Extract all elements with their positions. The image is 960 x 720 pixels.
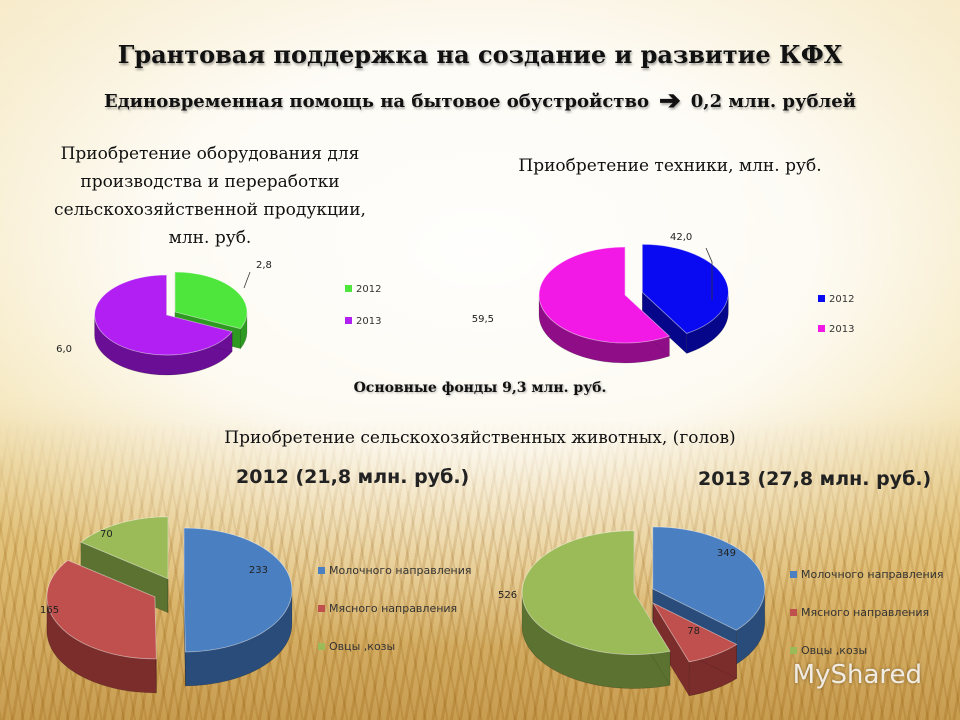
pie-slice	[46, 559, 157, 660]
arrow-right-icon: ➔	[658, 86, 681, 116]
pie-slice	[652, 602, 738, 663]
pie-slice	[652, 526, 766, 631]
chart1-title-line: млн. руб.	[168, 228, 252, 248]
pie-chart-4: 349 78 526 Молочного направления Мясного нап…	[498, 526, 944, 697]
chart1-title-line: Приобретение оборудования для	[60, 144, 360, 164]
pie-data-label: 78	[687, 626, 700, 637]
chart1-title-line: производства и переработки	[80, 172, 340, 192]
chart2-title-line: Приобретение техники, млн. руб.	[518, 156, 822, 176]
pie-slice	[183, 527, 293, 653]
pie-data-label: 2,8	[256, 260, 272, 271]
page-subtitle: Единовременная помощь на бытовое обустро…	[0, 86, 960, 116]
pie-chart-1: 2,8 6,0 2012 2013	[56, 260, 381, 376]
pie-slice	[538, 246, 671, 344]
pie-data-label: 70	[100, 529, 113, 540]
legend-swatch	[318, 605, 325, 612]
chart2-title: Приобретение техники, млн. руб.	[500, 152, 840, 180]
legend-swatch	[790, 647, 797, 654]
legend-label: 2012	[829, 294, 854, 305]
pie-data-label: 526	[498, 590, 517, 601]
pie-data-label: 349	[717, 548, 736, 559]
pie-chart-2: 42,0 59,5 2012 2013	[472, 232, 854, 364]
pie-slice	[80, 516, 169, 580]
pie-data-label: 233	[249, 565, 268, 576]
legend-label: 2013	[829, 324, 854, 335]
legend-label: Молочного направления	[329, 564, 472, 577]
pie-slice	[641, 243, 729, 334]
legend-label: Мясного направления	[801, 606, 929, 619]
legend-swatch	[318, 643, 325, 650]
pie-slice	[94, 274, 233, 356]
chart3-heading: 2012 (21,8 млн. руб.)	[236, 466, 470, 488]
legend-swatch	[790, 609, 797, 616]
watermark: MyShared	[792, 660, 922, 690]
chart1-title: Приобретение оборудования для производст…	[40, 140, 380, 252]
legend-label: Овцы ,козы	[801, 644, 867, 657]
page-title: Грантовая поддержка на создание и развит…	[117, 40, 843, 69]
legend-label: 2013	[356, 316, 381, 327]
fixed-assets-caption: Основные фонды 9,3 млн. руб.	[353, 380, 607, 396]
leader-line	[705, 247, 713, 300]
legend-swatch	[818, 325, 825, 332]
pie-chart-3: 233 165 70 Молочного направления Мясного нап…	[40, 516, 472, 694]
pie-slice	[521, 530, 671, 655]
legend-swatch	[790, 571, 797, 578]
subtitle-left: Единовременная помощь на бытовое обустро…	[103, 91, 649, 112]
legend-swatch	[345, 317, 352, 324]
animals-title: Приобретение сельскохозяйственных животн…	[224, 428, 736, 448]
leader-line	[243, 271, 251, 289]
legend-swatch	[345, 285, 352, 292]
legend-label: Овцы ,козы	[329, 640, 395, 653]
pie-slice	[174, 271, 248, 330]
legend-label: Мясного направления	[329, 602, 457, 615]
subtitle-right: 0,2 млн. рублей	[690, 91, 857, 112]
pie-data-label: 59,5	[472, 314, 494, 325]
chart1-title-line: сельскохозяйственной продукции,	[54, 200, 366, 220]
pie-data-label: 42,0	[670, 232, 692, 243]
legend-swatch	[318, 567, 325, 574]
pie-data-label: 165	[40, 605, 59, 616]
legend-label: 2012	[356, 284, 381, 295]
legend-swatch	[818, 295, 825, 302]
pie-data-label: 6,0	[56, 344, 72, 355]
legend-label: Молочного направления	[801, 568, 944, 581]
chart4-heading: 2013 (27,8 млн. руб.)	[698, 468, 932, 490]
